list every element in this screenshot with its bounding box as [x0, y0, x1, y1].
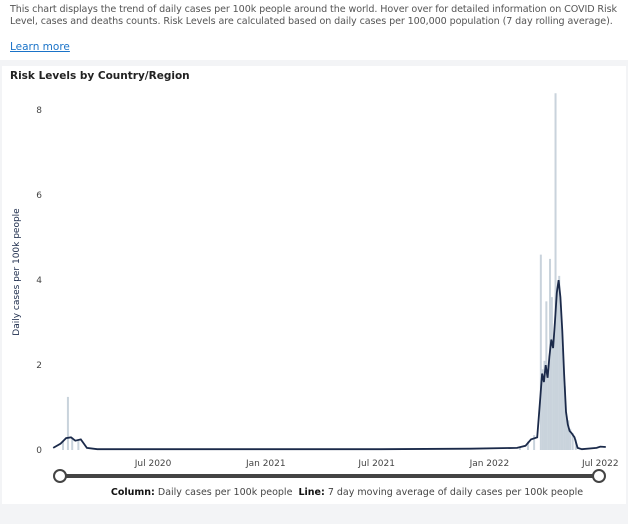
- range-slider-end-handle[interactable]: [592, 469, 606, 483]
- daily-cases-column[interactable]: [526, 441, 529, 450]
- x-tick-label: Jul 2020: [134, 459, 172, 469]
- daily-cases-column[interactable]: [541, 369, 544, 450]
- x-tick-label: Jan 2021: [245, 459, 286, 469]
- y-axis-label: Daily cases per 100k people: [12, 208, 22, 336]
- daily-cases-column[interactable]: [563, 386, 566, 450]
- chart-description: This chart displays the trend of daily c…: [10, 4, 617, 27]
- daily-cases-column[interactable]: [556, 288, 559, 450]
- chart-card: [2, 66, 626, 504]
- daily-cases-column[interactable]: [66, 396, 69, 450]
- x-tick-label: Jul 2021: [357, 459, 395, 469]
- daily-cases-column[interactable]: [571, 433, 574, 450]
- legend-line-label: Line:: [298, 487, 325, 498]
- daily-cases-column[interactable]: [569, 428, 572, 450]
- moving-average-line: [52, 279, 606, 451]
- daily-cases-column[interactable]: [519, 446, 522, 450]
- legend-column-label: Column:: [110, 487, 155, 498]
- legend-column-text: Daily cases per 100k people: [157, 487, 293, 498]
- y-tick-label: 6: [36, 191, 42, 201]
- x-tick-label: Jul 2022: [581, 459, 619, 469]
- y-tick-label: 2: [36, 361, 42, 371]
- daily-cases-column[interactable]: [550, 297, 553, 450]
- daily-cases-column[interactable]: [565, 416, 568, 450]
- daily-cases-column[interactable]: [561, 348, 564, 450]
- daily-cases-column[interactable]: [547, 365, 550, 450]
- daily-cases-column[interactable]: [543, 360, 546, 450]
- daily-cases-column[interactable]: [77, 439, 80, 450]
- daily-cases-column[interactable]: [554, 93, 557, 450]
- y-tick-label: 8: [36, 106, 42, 116]
- daily-cases-column[interactable]: [539, 254, 542, 450]
- legend-line-text: 7 day moving average of daily cases per …: [327, 487, 584, 498]
- daily-cases-column[interactable]: [567, 420, 570, 450]
- x-tick-label: Jan 2022: [469, 459, 510, 469]
- daily-cases-column[interactable]: [558, 275, 561, 450]
- range-slider-start-handle[interactable]: [53, 469, 67, 483]
- daily-cases-column[interactable]: [545, 301, 548, 450]
- learn-more-link[interactable]: Learn more: [10, 41, 70, 53]
- description-panel: This chart displays the trend of daily c…: [0, 0, 628, 60]
- y-tick-label: 0: [36, 446, 42, 456]
- y-tick-label: 4: [36, 276, 42, 286]
- daily-cases-column[interactable]: [533, 435, 536, 450]
- section-title: Risk Levels by Country/Region: [10, 70, 190, 82]
- chart-legend: Column: Daily cases per 100k people Line…: [0, 487, 628, 498]
- daily-cases-column[interactable]: [552, 339, 555, 450]
- daily-cases-column[interactable]: [62, 441, 65, 450]
- daily-cases-column[interactable]: [560, 309, 563, 450]
- daily-cases-column[interactable]: [71, 437, 74, 450]
